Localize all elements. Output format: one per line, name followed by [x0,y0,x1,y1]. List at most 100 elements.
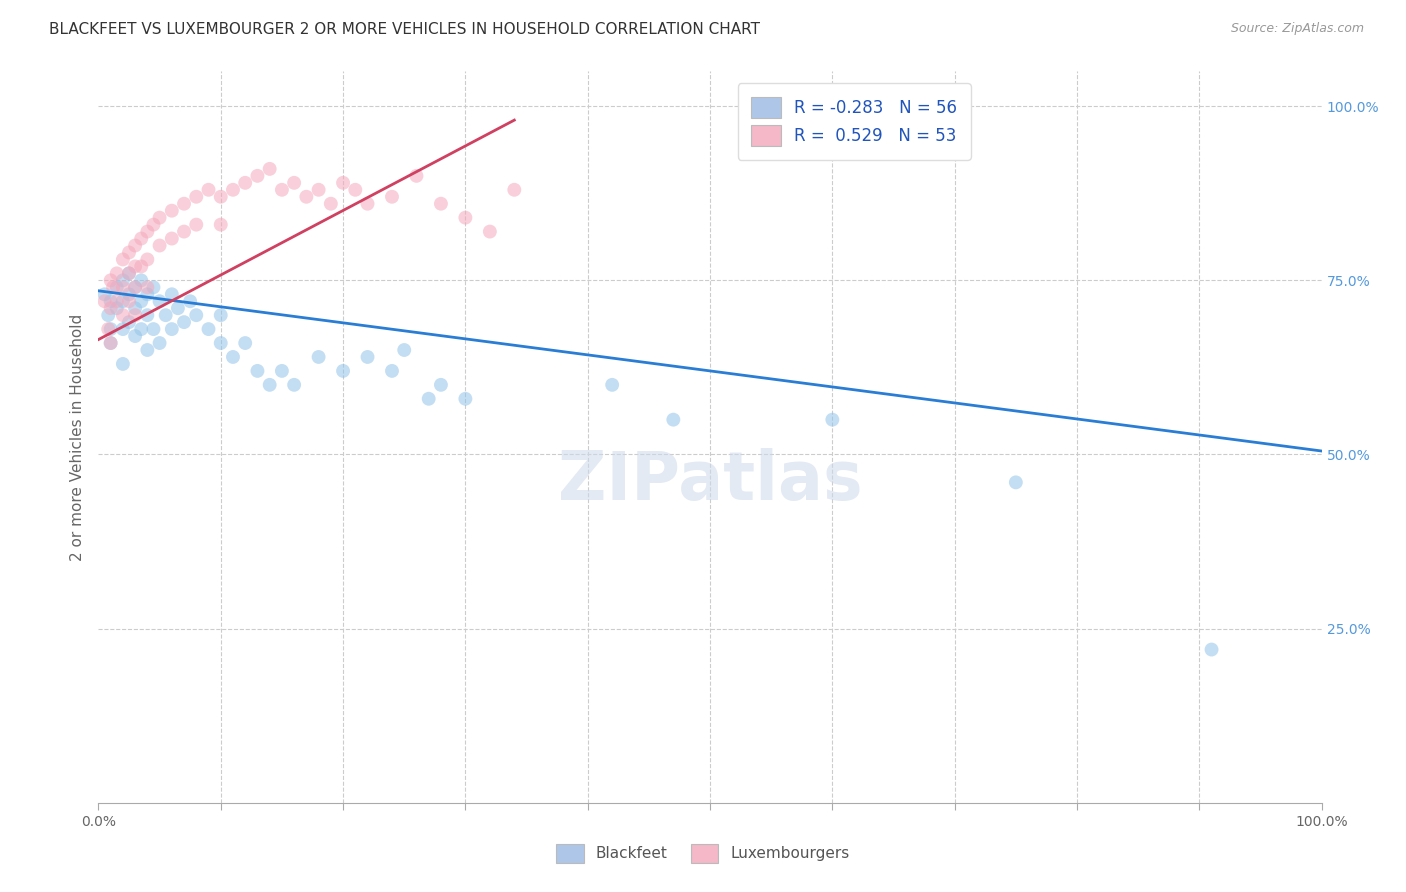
Point [124,280,146,294]
Point [246,364,269,378]
Point [344,183,367,197]
Point [111,294,134,309]
Point [454,392,477,406]
Point [149,294,172,309]
Point [118,245,141,260]
Point [124,280,146,294]
Text: BLACKFEET VS LUXEMBOURGER 2 OR MORE VEHICLES IN HOUSEHOLD CORRELATION CHART: BLACKFEET VS LUXEMBOURGER 2 OR MORE VEHI… [49,22,761,37]
Point [105,301,128,316]
Point [105,294,128,309]
Point [186,308,208,322]
Point [160,203,183,218]
Point [111,273,134,287]
Point [129,294,152,309]
Point [197,322,219,336]
Point [97,322,120,336]
Point [101,280,124,294]
Point [308,350,330,364]
Point [136,280,159,294]
Point [105,266,128,280]
Point [124,301,146,316]
Point [209,336,232,351]
Point [118,266,141,280]
Point [118,294,141,309]
Point [222,350,245,364]
Point [503,183,526,197]
Point [246,169,269,183]
Legend: Blackfeet, Luxembourgers: Blackfeet, Luxembourgers [544,831,862,875]
Point [283,176,305,190]
Point [129,273,152,287]
Point [129,231,152,245]
Point [100,273,122,287]
Point [186,218,208,232]
Point [149,211,172,225]
Point [155,308,177,322]
Point [160,322,183,336]
Point [209,190,232,204]
Point [209,308,232,322]
Point [222,183,245,197]
Y-axis label: 2 or more Vehicles in Household: 2 or more Vehicles in Household [69,313,84,561]
Text: Source: ZipAtlas.com: Source: ZipAtlas.com [1230,22,1364,36]
Point [356,350,378,364]
Point [160,231,183,245]
Point [129,322,152,336]
Point [173,225,195,239]
Point [100,336,122,351]
Point [319,196,342,211]
Point [173,315,195,329]
Point [600,377,623,392]
Point [1004,475,1026,490]
Point [142,322,165,336]
Point [167,301,190,316]
Point [430,377,453,392]
Point [100,294,122,309]
Text: ZIPatlas: ZIPatlas [558,448,862,514]
Point [111,357,134,371]
Point [295,190,318,204]
Point [381,190,404,204]
Point [418,392,440,406]
Point [179,294,201,309]
Point [197,183,219,197]
Point [142,280,165,294]
Point [100,336,122,351]
Point [142,218,165,232]
Point [111,308,134,322]
Point [111,322,134,336]
Point [1201,642,1223,657]
Point [100,322,122,336]
Point [118,287,141,301]
Point [105,280,128,294]
Point [129,260,152,274]
Point [454,211,477,225]
Point [136,308,159,322]
Point [209,218,232,232]
Point [124,260,146,274]
Point [233,336,256,351]
Point [160,287,183,301]
Point [100,301,122,316]
Point [356,196,378,211]
Point [118,266,141,280]
Point [821,412,844,426]
Point [392,343,416,357]
Point [233,176,256,190]
Point [381,364,404,378]
Point [186,190,208,204]
Point [93,287,115,301]
Point [259,161,281,176]
Point [662,412,685,426]
Point [259,377,281,392]
Legend: R = -0.283   N = 56, R =  0.529   N = 53: R = -0.283 N = 56, R = 0.529 N = 53 [738,83,970,160]
Point [478,225,501,239]
Point [136,343,159,357]
Point [118,315,141,329]
Point [97,308,120,322]
Point [430,196,453,211]
Point [124,238,146,252]
Point [270,364,294,378]
Point [111,280,134,294]
Point [173,196,195,211]
